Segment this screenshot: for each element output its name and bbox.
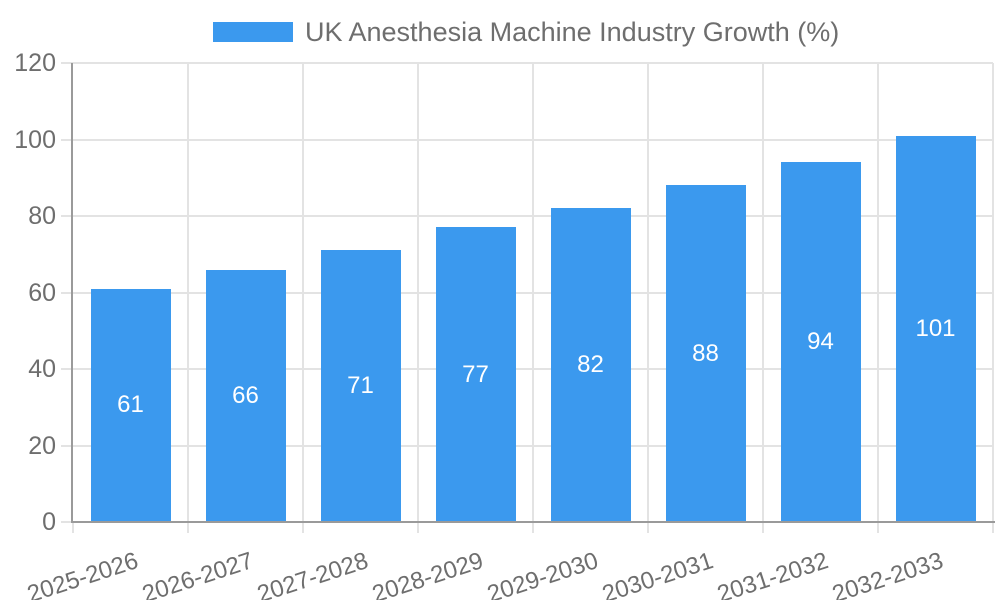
y-tick-label: 40 [28, 355, 56, 383]
x-axis-tick [417, 522, 419, 533]
bar [205, 269, 286, 521]
legend-swatch[interactable] [213, 22, 293, 42]
bar [665, 185, 746, 521]
x-tick-label: 2030-2031 [598, 547, 717, 600]
v-gridline [187, 63, 189, 522]
x-axis-tick [647, 522, 649, 533]
v-gridline [532, 63, 534, 522]
legend-label[interactable]: UK Anesthesia Machine Industry Growth (%… [305, 17, 840, 47]
x-tick-label: 2027-2028 [253, 547, 372, 600]
x-tick-label: 2026-2027 [138, 547, 257, 600]
x-axis-tick [302, 522, 304, 533]
x-tick-label: 2032-2033 [828, 547, 947, 600]
y-tick-label: 60 [28, 278, 56, 307]
v-gridline [417, 63, 419, 522]
y-tick-label: 20 [28, 431, 56, 460]
bar-value-label: 94 [807, 328, 834, 356]
y-tick-label: 100 [14, 125, 56, 154]
x-axis-tick [992, 522, 994, 533]
y-tick-label: 80 [28, 202, 56, 230]
y-axis-tick [61, 444, 73, 447]
y-axis-tick [61, 62, 73, 64]
y-axis-tick [61, 521, 73, 523]
bar [320, 250, 401, 521]
x-axis-tick [532, 522, 534, 533]
bar [435, 227, 516, 521]
x-axis-tick [72, 522, 74, 533]
chart-legend: UK Anesthesia Machine Industry Growth (%… [0, 0, 1000, 50]
y-tick-label: 120 [14, 49, 56, 77]
bar-value-label: 101 [915, 314, 956, 342]
x-tick-label: 2025-2026 [23, 547, 142, 600]
bar-value-label: 77 [462, 360, 489, 388]
x-axis-line [71, 521, 995, 523]
bar-value-label: 66 [232, 381, 259, 409]
bar-value-label: 71 [347, 372, 374, 400]
v-gridline [302, 63, 304, 522]
bar-value-label: 61 [117, 391, 144, 419]
y-axis-tick [61, 215, 73, 217]
x-tick-label: 2029-2030 [483, 547, 602, 600]
x-tick-label: 2031-2032 [713, 547, 832, 600]
y-axis-tick [61, 138, 73, 141]
x-axis-tick [762, 522, 764, 533]
x-tick-label: 2028-2029 [368, 547, 487, 600]
bar-value-label: 82 [577, 351, 604, 379]
y-axis-tick [61, 291, 73, 294]
v-gridline [877, 63, 879, 522]
v-gridline [762, 63, 764, 522]
bar [550, 208, 631, 521]
y-axis-line [71, 63, 73, 523]
bar [780, 162, 861, 521]
x-axis-tick [187, 522, 189, 533]
y-tick-label: 0 [42, 508, 56, 536]
v-gridline [992, 63, 994, 522]
bar [90, 288, 171, 521]
x-axis-tick [877, 522, 879, 533]
v-gridline [647, 63, 649, 522]
bar-value-label: 88 [692, 339, 719, 367]
bar [895, 135, 976, 521]
y-axis-tick [61, 368, 73, 370]
